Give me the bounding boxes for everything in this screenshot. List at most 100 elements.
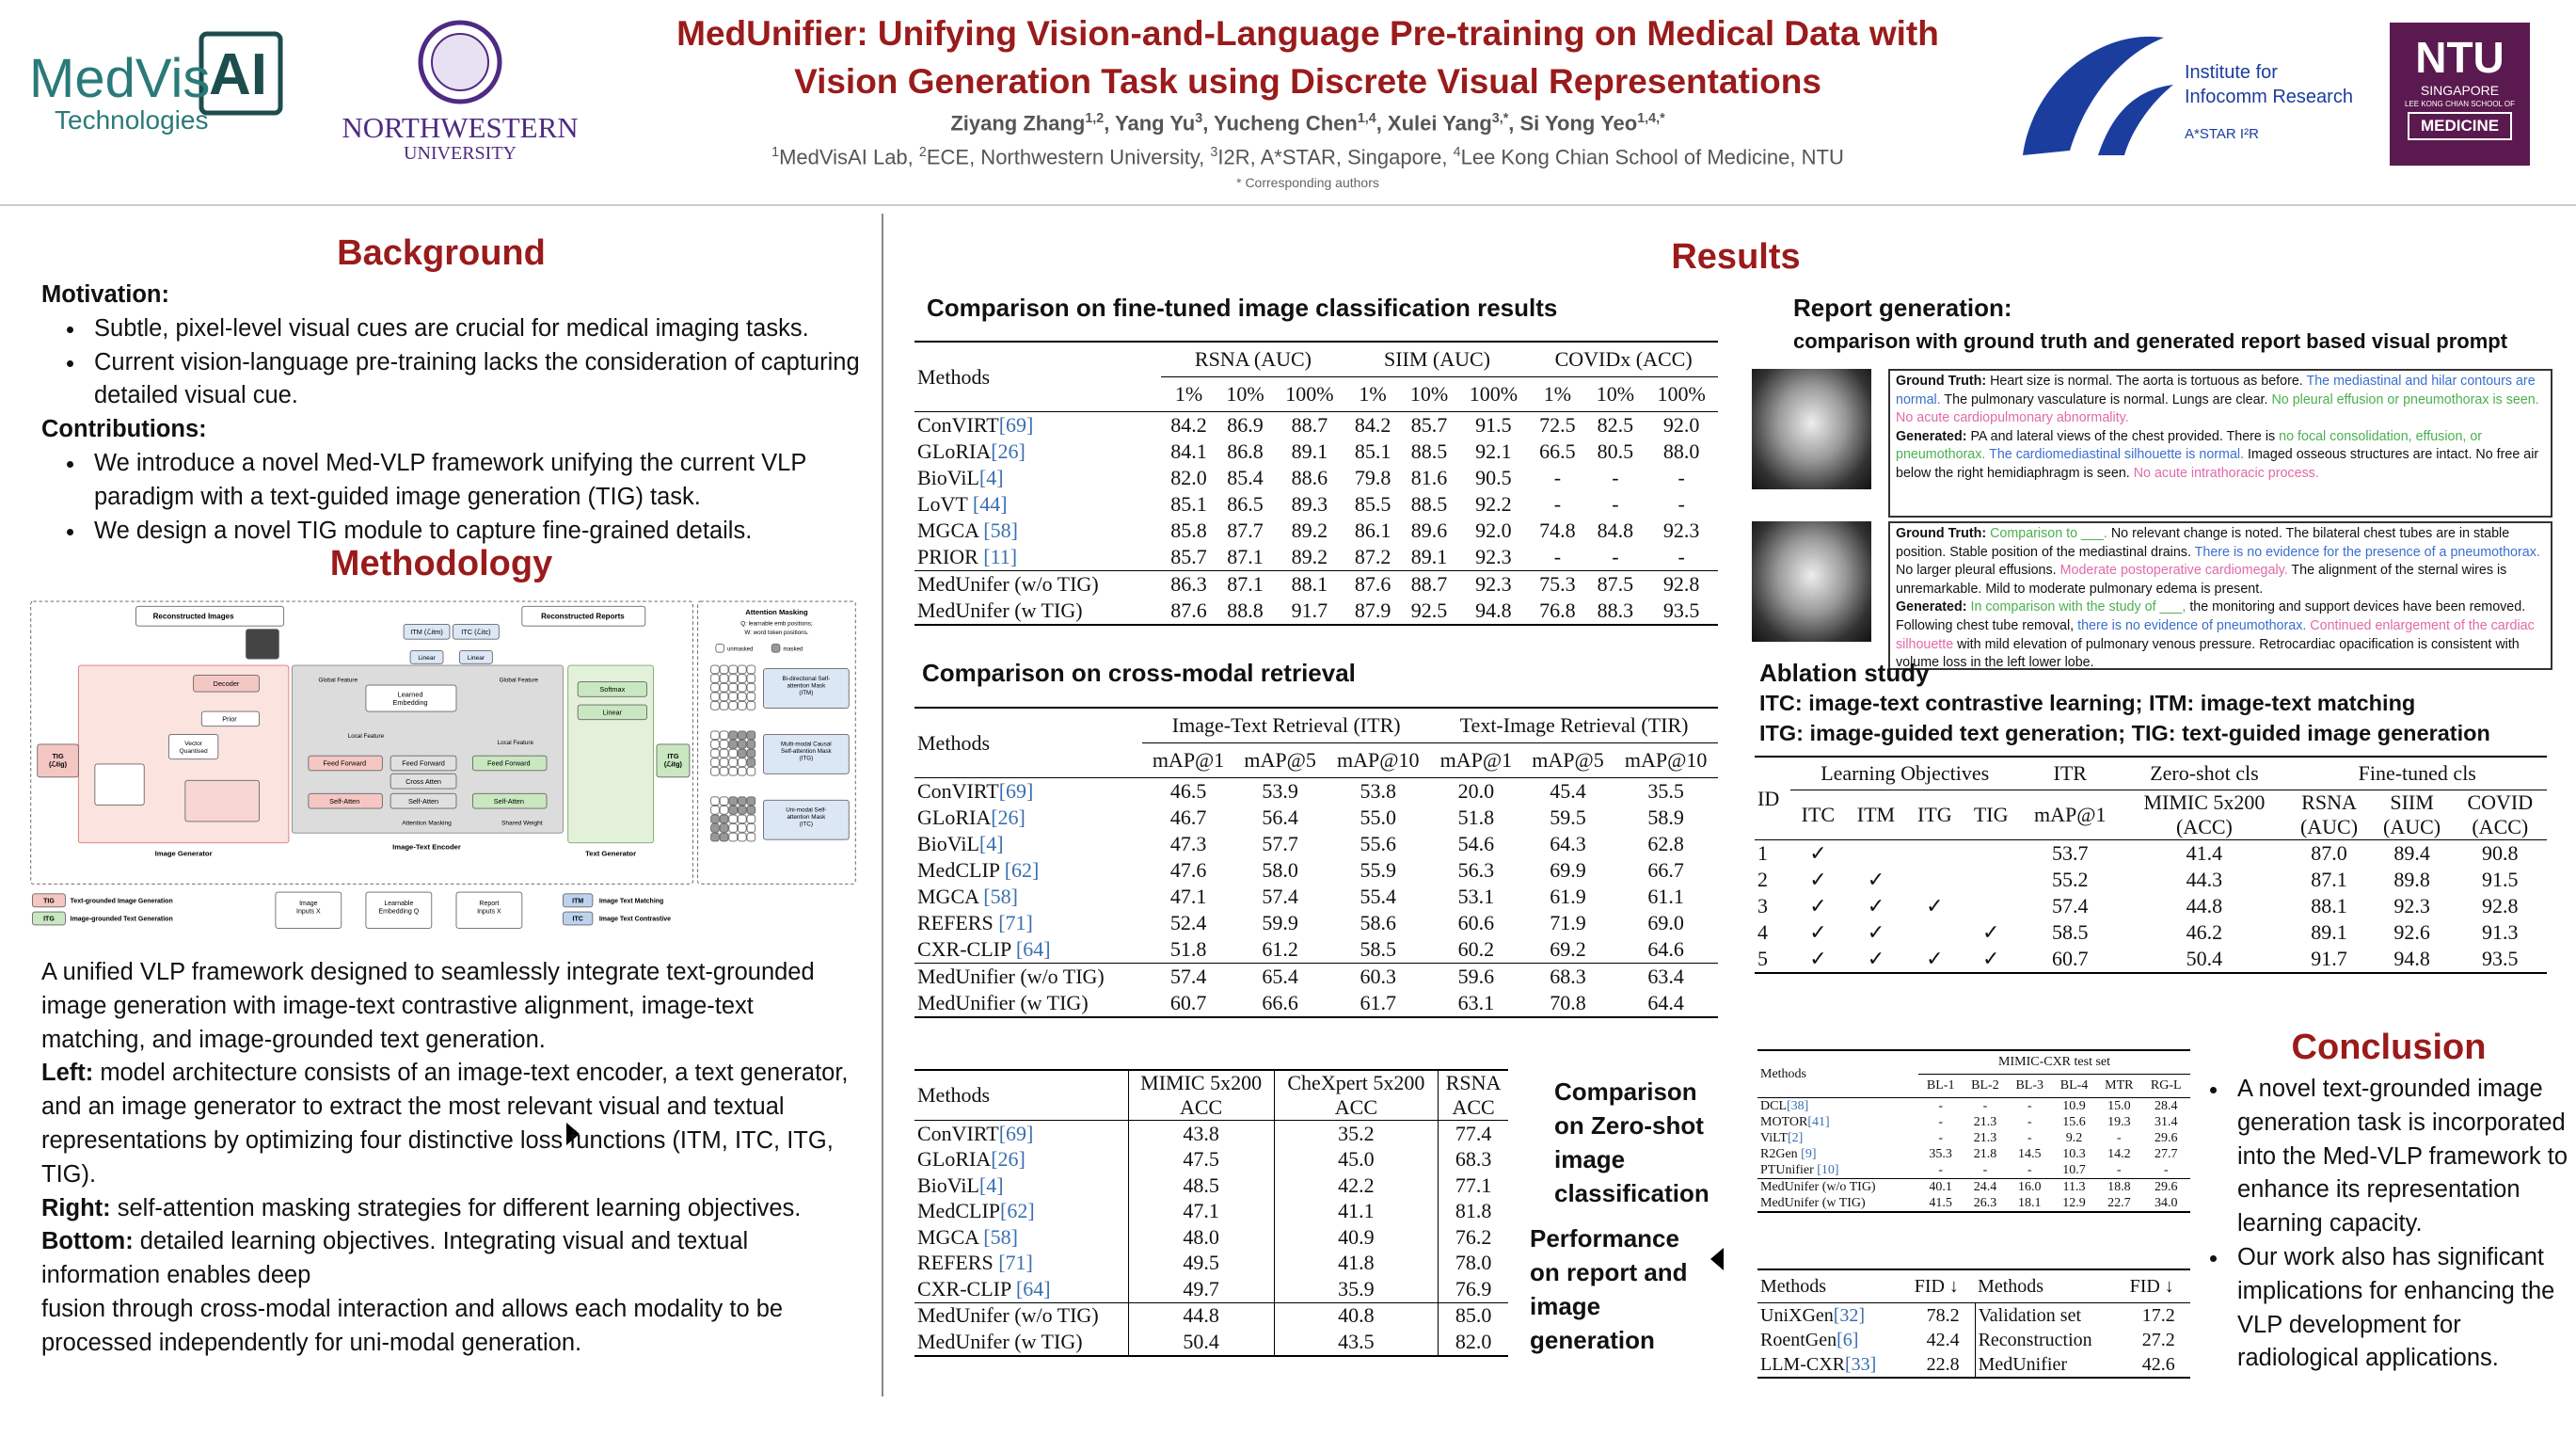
label-line: (ℒitg) [664,760,683,769]
value-cell: 77.4 [1438,1120,1508,1147]
text-run: PA and lateral views of the chest provid… [1966,428,2280,444]
value-cell: 14.2 [2107,1146,2131,1161]
column-header: 10% [1585,376,1646,412]
value-cell: ✓ [1926,894,1944,917]
value-cell: 74.8 [1539,519,1576,542]
logo-nu: NORTHWESTERN [342,111,579,144]
figure-box [719,664,729,675]
value-cell: 87.9 [1354,598,1391,622]
figure-box [737,664,747,675]
bullet-list: We introduce a novel Med-VLP framework u… [41,447,869,548]
label-line: Vector [184,741,203,747]
group-header: MIMIC-CXR test set [1918,1050,2190,1075]
column-header: 1% [1529,376,1586,412]
figure-box [728,766,738,776]
value-cell: 88.6 [1291,466,1328,489]
figure-box [728,805,738,815]
value-cell: 35.9 [1273,1276,1439,1302]
value-cell: 86.8 [1227,439,1264,463]
method-cell: MGCA [58] [917,885,1018,908]
text-run: Ziyang Zhang [950,111,1086,136]
method-cell: ConVIRT[69] [917,779,1034,803]
method-cell: MGCA [58] [917,519,1018,542]
value-cell: 49.7 [1127,1276,1275,1302]
figure-label: Self-Atten [329,797,359,806]
figure-box [746,701,756,710]
value-cell: 88.1 [1274,570,1345,598]
text-run: I2R, A*STAR, Singapore, [1217,145,1454,169]
column-header: BL-3 [2007,1074,2052,1098]
column-header: BL-2 [1963,1074,2008,1098]
value-cell: ✓ [1867,868,1885,891]
value-cell: - [1678,466,1685,489]
method-cell: BioViL[4] [917,1173,1004,1197]
value-cell: 48.5 [1127,1173,1275,1199]
value-cell: 91.3 [2482,920,2519,944]
report-text: Ground Truth: Heart size is normal. The … [1888,369,2552,518]
value-cell: 35.2 [1273,1120,1439,1147]
value-cell: 94.8 [1475,598,1512,622]
value-cell: - [2027,1130,2032,1145]
method-cell: GLoRIA[26] [917,439,1026,463]
header-row: 1% 10% 100% 1% 10% 100% 1% 10% 100% [914,376,1718,412]
value-cell: 55.6 [1360,832,1397,855]
figure-label: Global Feature [319,678,358,684]
value-cell: 9.2 [2065,1130,2083,1145]
annotation: Comparison on Zero-shot image classifica… [1554,1077,1709,1207]
method-cell: ConVIRT[69] [917,413,1034,437]
value-cell: 88.5 [1410,492,1448,516]
value-cell: 87.5 [1585,570,1646,598]
value-cell: 79.8 [1354,466,1391,489]
value-cell: 35.5 [1647,779,1684,803]
column-header: ITC [1790,790,1846,840]
method-cell: UniXGen[32] [1760,1304,1866,1326]
value-cell: 82.5 [1597,413,1634,437]
figure-label: Uni-modal Self-attention Mask (ITC) [786,807,826,828]
table-row: RoentGen[6] 42.4 Reconstruction 27.2 [1757,1328,2190,1352]
value-cell: 93.5 [2482,947,2519,970]
label-line: Quantised [180,748,209,755]
value-cell: 78.0 [1438,1250,1508,1276]
value-cell: 89.4 [2393,841,2430,865]
figure-label: Reconstructed Reports [541,612,625,620]
value-cell: 82.0 [1170,466,1207,489]
figure-box [94,763,145,806]
header-line: ACC [1334,1095,1378,1119]
text-run: there is no evidence of pneumothorax. [2077,617,2307,633]
figure-box [728,740,738,749]
column-header: FID ↓ [1911,1269,1976,1303]
logo-medvis: MedVis [29,48,211,109]
value-cell: 44.3 [2186,868,2223,891]
value-cell: 86.3 [1161,570,1216,598]
value-cell: 76.9 [1438,1276,1508,1302]
figure-box [710,758,720,767]
figure-box [737,832,747,842]
figure-box [737,740,747,749]
value-cell: Reconstruction [1974,1328,2127,1352]
text-run: Moderate postoperative cardiomegaly. [2059,563,2288,579]
paragraph: fusion through cross-modal interaction a… [41,1293,858,1361]
table-row: MedCLIP[62] 47.1 41.1 81.8 [914,1198,1508,1224]
figure-box [656,743,691,778]
table: Methods RSNA (AUC) SIIM (AUC) COVIDx (ACC) 1… [914,341,1718,626]
figure-box [193,675,260,693]
value-cell: 64.4 [1647,991,1684,1014]
text-run: Continued enlargement of the cardiac sil… [1896,617,2535,652]
value-cell: 92.3 [1457,570,1530,598]
value-cell: ✓ [1809,894,1827,917]
label-line: Bi-directional Self- [782,676,830,682]
value-cell: MedUnifier [1974,1352,2127,1378]
superscript: 1,4,* [1637,111,1665,126]
value-cell: 21.3 [1973,1114,1997,1129]
figure-box [737,758,747,767]
report-paragraph: Ground Truth: Comparison to ___. No rele… [1896,525,2545,598]
column-header: MIMIC 5x200 ACC [1127,1070,1275,1121]
value-cell: 76.8 [1539,598,1576,622]
label-line: TIG [52,752,64,760]
figure-box [746,748,756,758]
header-cell: Methods [914,342,1162,412]
value-cell: 84.2 [1354,413,1391,437]
value-cell: 54.6 [1457,832,1495,855]
value-cell: 60.7 [1169,991,1207,1014]
value-cell: 47.3 [1169,832,1207,855]
